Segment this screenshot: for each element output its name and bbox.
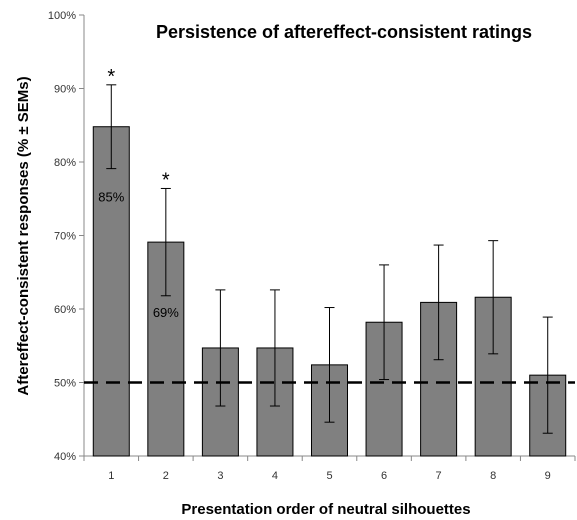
y-tick-label: 50% <box>54 378 76 390</box>
y-tick-label: 60% <box>54 304 76 316</box>
x-tick-label: 2 <box>163 470 169 482</box>
y-tick-label: 90% <box>54 84 76 96</box>
x-tick-label: 7 <box>436 470 442 482</box>
plot-area: 40% 50% 60% 70% 80% 90% 100% 1 85% * 2 69% * 3 4 5 6 7 8 9 <box>48 10 576 482</box>
x-tick-label: 5 <box>326 470 332 482</box>
chart-title: Persistence of aftereffect-consistent ra… <box>156 22 532 42</box>
x-tick-label: 8 <box>490 470 496 482</box>
significance-marker: * <box>107 66 115 88</box>
x-tick-label: 6 <box>381 470 387 482</box>
bar <box>92 126 130 457</box>
x-tick-label: 4 <box>272 470 278 482</box>
y-tick-label: 70% <box>54 231 76 243</box>
x-tick-label: 9 <box>545 470 551 482</box>
data-label: 69% <box>153 305 179 320</box>
x-tick-label: 3 <box>217 470 223 482</box>
data-label: 85% <box>98 190 124 205</box>
y-tick-label: 100% <box>48 10 76 22</box>
significance-marker: * <box>162 169 170 191</box>
x-axis-label: Presentation order of neutral silhouette… <box>181 501 470 518</box>
x-tick-label: 1 <box>108 470 114 482</box>
y-tick-label: 80% <box>54 157 76 169</box>
y-axis-label: Aftereffect-consistent responses (% ± SE… <box>15 76 32 395</box>
y-tick-label: 40% <box>54 451 76 463</box>
